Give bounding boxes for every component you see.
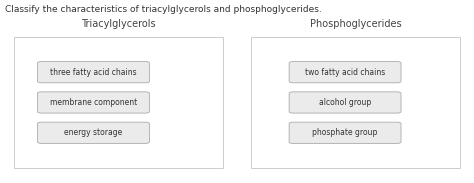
Text: membrane component: membrane component <box>50 98 137 107</box>
FancyBboxPatch shape <box>37 122 149 143</box>
FancyBboxPatch shape <box>289 61 401 83</box>
Text: three fatty acid chains: three fatty acid chains <box>50 68 137 77</box>
Text: Classify the characteristics of triacylglycerols and phosphoglycerides.: Classify the characteristics of triacylg… <box>5 5 321 14</box>
Text: alcohol group: alcohol group <box>319 98 371 107</box>
FancyBboxPatch shape <box>289 92 401 113</box>
Text: two fatty acid chains: two fatty acid chains <box>305 68 385 77</box>
FancyBboxPatch shape <box>251 37 460 168</box>
Text: Phosphoglycerides: Phosphoglycerides <box>310 19 401 29</box>
Text: energy storage: energy storage <box>64 128 123 137</box>
FancyBboxPatch shape <box>289 122 401 143</box>
FancyBboxPatch shape <box>37 92 149 113</box>
Text: Triacylglycerols: Triacylglycerols <box>81 19 156 29</box>
FancyBboxPatch shape <box>37 61 149 83</box>
FancyBboxPatch shape <box>14 37 223 168</box>
Text: phosphate group: phosphate group <box>312 128 378 137</box>
